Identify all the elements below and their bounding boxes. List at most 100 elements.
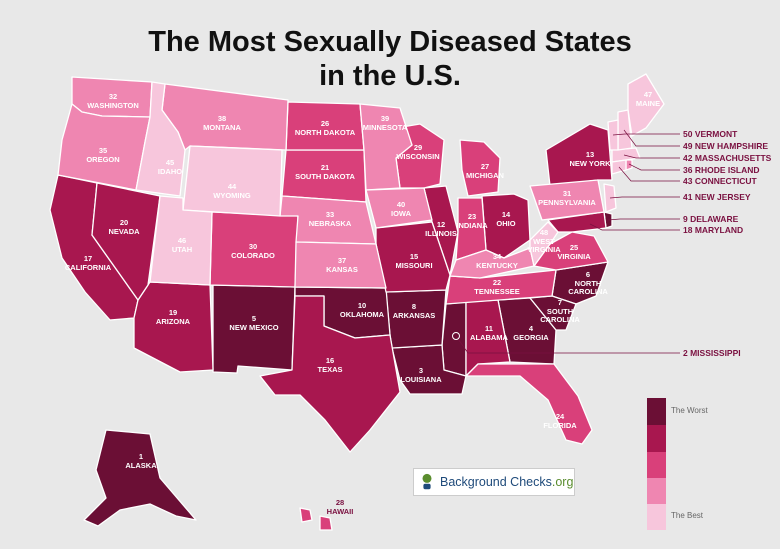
state-label-florida: FLORIDA — [543, 421, 577, 430]
state-label-wisconsin: WISCONSIN — [396, 152, 439, 161]
legend-swatch-4 — [647, 478, 666, 504]
rank-label-hawaii: 28 — [336, 498, 344, 507]
state-label-missouri: MISSOURI — [395, 261, 432, 270]
callout-label-new-jersey: 41 NEW JERSEY — [683, 192, 751, 202]
rank-label-tennessee: 22 — [493, 278, 501, 287]
rank-label-florida: 24 — [556, 412, 565, 421]
state-idaho — [135, 81, 186, 197]
rank-label-montana: 38 — [218, 114, 226, 123]
state-michigan — [459, 139, 501, 197]
rank-label-nebraska: 33 — [326, 210, 334, 219]
state-new-york — [545, 123, 613, 187]
state-label-arkansas: ARKANSAS — [393, 311, 436, 320]
state-label-colorado: COLORADO — [231, 251, 275, 260]
state-label-south-carolina: SOUTH — [547, 307, 573, 316]
state-label-california: CALIFORNIA — [65, 263, 112, 272]
state-label-kentucky: KENTUCKY — [476, 261, 518, 270]
legend-swatch-3 — [647, 452, 666, 478]
rank-label-oregon: 35 — [99, 146, 107, 155]
state-label-north-carolina: NORTH — [575, 279, 602, 288]
rank-label-oklahoma: 10 — [358, 301, 366, 310]
rank-label-iowa: 40 — [397, 200, 405, 209]
state-label-oregon: OREGON — [86, 155, 119, 164]
rank-label-new-york: 13 — [586, 150, 594, 159]
callout-label-maryland: 18 MARYLAND — [683, 225, 743, 235]
legend-swatch-2 — [647, 425, 666, 452]
rank-label-north-carolina: 6 — [586, 270, 590, 279]
brand-name-main: Background Checks — [440, 475, 552, 489]
state-label-arizona: ARIZONA — [156, 317, 191, 326]
rank-label-illinois: 12 — [437, 220, 445, 229]
state-nevada — [91, 182, 161, 301]
map-title-line-2: in the U.S. — [319, 60, 461, 92]
state-minnesota — [359, 103, 413, 191]
legend-worst-label: The Worst — [671, 406, 708, 415]
rank-label-arkansas: 8 — [412, 302, 416, 311]
callout-label-delaware: 9 DELAWARE — [683, 214, 739, 224]
rank-label-kansas: 37 — [338, 256, 346, 265]
rank-label-wisconsin: 29 — [414, 143, 422, 152]
rank-label-missouri: 15 — [410, 252, 418, 261]
magnifier-person-icon — [422, 473, 432, 490]
state-label-utah: UTAH — [172, 245, 192, 254]
state-louisiana — [391, 344, 467, 395]
callout-label-massachusetts: 42 MASSACHUSETTS — [683, 153, 772, 163]
state-label-iowa: IOWA — [391, 209, 412, 218]
state-alaska — [83, 429, 197, 527]
state-label-nevada: NEVADA — [108, 227, 140, 236]
legend-swatch-worst — [647, 398, 666, 425]
rank-label-texas: 16 — [326, 356, 334, 365]
state-label-north-carolina-line2: CAROLINA — [568, 287, 608, 296]
state-label-washington: WASHINGTON — [87, 101, 139, 110]
brand-logo: Background Checks.org — [413, 468, 575, 496]
callout-label-vermont: 50 VERMONT — [683, 129, 738, 139]
state-label-hawaii: HAWAII — [327, 507, 354, 516]
state-pennsylvania — [529, 179, 605, 221]
state-label-illinois: ILLINOIS — [425, 229, 457, 238]
state-label-pennsylvania: PENNSYLVANIA — [538, 198, 596, 207]
rank-label-alaska: 1 — [139, 452, 143, 461]
rank-label-maine: 47 — [644, 90, 652, 99]
callout-line-connecticut — [618, 166, 680, 182]
state-label-virginia: VIRGINIA — [557, 252, 591, 261]
callout-line-massachusetts — [623, 154, 680, 159]
rank-label-alabama: 11 — [485, 324, 493, 333]
state-west-virginia — [529, 221, 559, 267]
rank-label-new-mexico: 5 — [252, 314, 256, 323]
state-label-west-virginia: WEST — [533, 237, 555, 246]
rank-label-utah: 46 — [178, 236, 186, 245]
state-label-ohio: OHIO — [496, 219, 515, 228]
callout-line-maryland — [589, 223, 680, 231]
rank-label-georgia: 4 — [529, 324, 534, 333]
rank-label-minnesota: 39 — [381, 114, 389, 123]
rank-label-pennsylvania: 31 — [563, 189, 571, 198]
rank-label-indiana: 23 — [468, 212, 476, 221]
state-label-indiana: INDIANA — [456, 221, 488, 230]
rank-label-michigan: 27 — [481, 162, 489, 171]
marker-mississippi — [452, 332, 460, 340]
state-hawaii — [299, 507, 333, 531]
rank-label-south-dakota: 21 — [321, 163, 329, 172]
state-label-tennessee: TENNESSEE — [474, 287, 519, 296]
state-label-montana: MONTANA — [203, 123, 241, 132]
rank-label-virginia: 25 — [570, 243, 578, 252]
state-label-nebraska: NEBRASKA — [309, 219, 352, 228]
state-label-oklahoma: OKLAHOMA — [340, 310, 385, 319]
rank-label-ohio: 14 — [502, 210, 511, 219]
rank-label-wyoming: 44 — [228, 182, 237, 191]
state-label-louisiana: LOUISIANA — [400, 375, 442, 384]
callout-line-new-jersey — [609, 196, 680, 199]
state-label-georgia: GEORGIA — [513, 333, 549, 342]
rank-label-arizona: 19 — [169, 308, 177, 317]
state-label-minnesota: MINNESOTA — [363, 123, 408, 132]
rank-label-south-carolina: 7 — [558, 298, 562, 307]
callout-label-new-hampshire: 49 NEW HAMPSHIRE — [683, 141, 768, 151]
callout-line-vermont — [612, 133, 680, 136]
rank-label-north-dakota: 26 — [321, 119, 329, 128]
state-utah — [149, 195, 213, 286]
rank-label-washington: 32 — [109, 92, 117, 101]
state-kansas — [294, 241, 387, 289]
state-label-new-mexico: NEW MEXICO — [229, 323, 278, 332]
rank-label-california: 17 — [84, 254, 92, 263]
